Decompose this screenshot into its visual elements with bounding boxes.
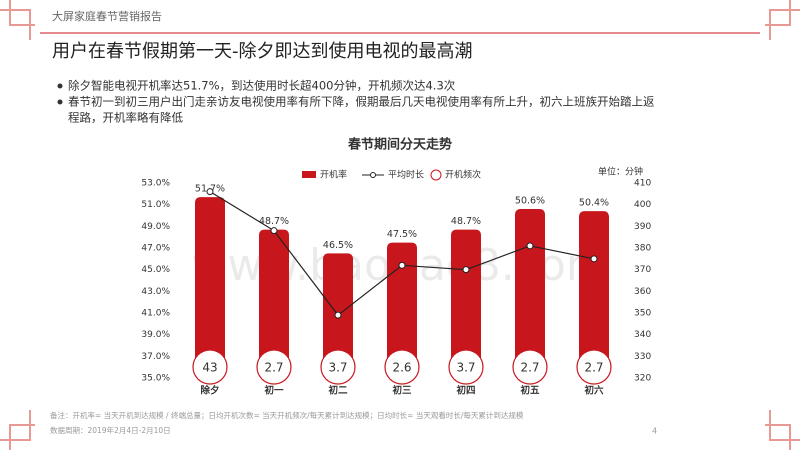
frequency-label: 2.7 bbox=[264, 361, 283, 375]
bar bbox=[259, 229, 289, 378]
legend-swatch bbox=[430, 169, 442, 181]
y2-tick-label: 340 bbox=[634, 330, 651, 340]
legend-swatch bbox=[370, 172, 376, 178]
legend-swatch bbox=[302, 171, 316, 178]
y2-tick-label: 330 bbox=[634, 352, 651, 362]
y-tick-label: 45.0% bbox=[141, 265, 170, 275]
y2-tick-label: 370 bbox=[634, 265, 651, 275]
legend-label: 开机率 bbox=[320, 169, 347, 181]
frequency-label: 2.7 bbox=[584, 361, 603, 375]
x-tick-label: 初六 bbox=[584, 385, 604, 397]
bullet-dot bbox=[57, 99, 63, 105]
y2-tick-label: 360 bbox=[634, 287, 651, 297]
frequency-label: 3.7 bbox=[456, 361, 475, 375]
bar-label: 48.7% bbox=[451, 216, 481, 227]
plot: 35.0% 37.0% 39.0% 41.0% 43.0% 45.0% 47.0% 49.0%… bbox=[141, 169, 651, 397]
y-tick-label: 51.0% bbox=[141, 200, 170, 210]
bar-label: 50.6% bbox=[515, 196, 545, 207]
y2-tick-label: 410 bbox=[634, 179, 651, 189]
frequency-badge bbox=[576, 349, 612, 385]
y-tick-label: 37.0% bbox=[141, 352, 170, 362]
frequency-label: 2.6 bbox=[392, 361, 411, 375]
bar-label: 50.4% bbox=[579, 198, 609, 209]
duration-point bbox=[270, 227, 278, 235]
frequency-label: 3.7 bbox=[328, 361, 347, 375]
frequency-badge bbox=[512, 349, 548, 385]
y-tick-label: 43.0% bbox=[141, 287, 170, 297]
frequency-badge bbox=[384, 349, 420, 385]
frequency-badge bbox=[256, 349, 292, 385]
duration-point bbox=[334, 311, 342, 319]
legend-label: 平均时长 bbox=[388, 169, 424, 181]
y-tick-label: 47.0% bbox=[141, 244, 170, 254]
bar-label: 48.7% bbox=[259, 216, 289, 227]
x-tick-label: 除夕 bbox=[200, 385, 219, 397]
frequency-label: 2.7 bbox=[520, 361, 539, 375]
x-tick-label: 初四 bbox=[456, 385, 475, 397]
unit-label: 单位：分钟 bbox=[598, 166, 643, 178]
bar bbox=[579, 211, 609, 378]
slide-title: 用户在春节假期第一天-除夕即达到使用电视的最高潮 bbox=[52, 41, 473, 62]
y2-tick-label: 380 bbox=[634, 244, 651, 254]
frequency-label: 43 bbox=[202, 361, 217, 375]
duration-point bbox=[398, 261, 406, 269]
duration-point bbox=[462, 266, 470, 274]
y2-tick-label: 350 bbox=[634, 309, 651, 319]
bar bbox=[387, 242, 417, 378]
bar bbox=[195, 197, 225, 378]
legend-label: 开机频次 bbox=[445, 169, 481, 181]
x-tick-label: 初三 bbox=[392, 385, 412, 397]
bar-label: 47.5% bbox=[387, 229, 417, 240]
bullet: 程路，开机率略有降低 bbox=[68, 111, 183, 125]
frequency-badge bbox=[192, 349, 228, 385]
y2-tick-label: 320 bbox=[634, 374, 651, 384]
duration-point bbox=[590, 255, 598, 263]
duration-point bbox=[206, 188, 214, 196]
frequency-badge bbox=[448, 349, 484, 385]
bullet: 除夕智能电视开机率达51.7%，到达使用时长超400分钟，开机频次达4.3次 bbox=[68, 79, 456, 93]
header: 大屏家庭春节营销报告 bbox=[52, 9, 162, 23]
y-tick-label: 53.0% bbox=[141, 179, 170, 189]
bullet-dot bbox=[57, 83, 63, 89]
y-tick-label: 49.0% bbox=[141, 222, 170, 232]
x-tick-label: 初五 bbox=[520, 385, 540, 397]
duration-point bbox=[526, 242, 534, 250]
chart-title: 春节期间分天走势 bbox=[347, 137, 452, 153]
y-tick-label: 35.0% bbox=[141, 374, 170, 384]
frequency-badge bbox=[320, 349, 356, 385]
x-tick-label: 初一 bbox=[264, 385, 284, 397]
y2-tick-label: 390 bbox=[634, 222, 651, 232]
footnote: 数据周期：2019年2月4日-2月10日 bbox=[50, 425, 171, 435]
bar bbox=[515, 209, 545, 378]
bullet: 春节初一到初三用户出门走亲访友电视使用率有所下降，假期最后几天电视使用率有所上升… bbox=[68, 95, 655, 109]
bar-label: 46.5% bbox=[323, 240, 353, 251]
y-tick-label: 41.0% bbox=[141, 309, 170, 319]
y2-tick-label: 400 bbox=[634, 200, 651, 210]
y-tick-label: 39.0% bbox=[141, 330, 170, 340]
page-number: 4 bbox=[652, 427, 657, 436]
x-tick-label: 初二 bbox=[328, 385, 348, 397]
footnote: 备注：开机率= 当天开机到达规模 / 终端总量；日均开机次数= 当天开机频次/每… bbox=[50, 410, 524, 420]
